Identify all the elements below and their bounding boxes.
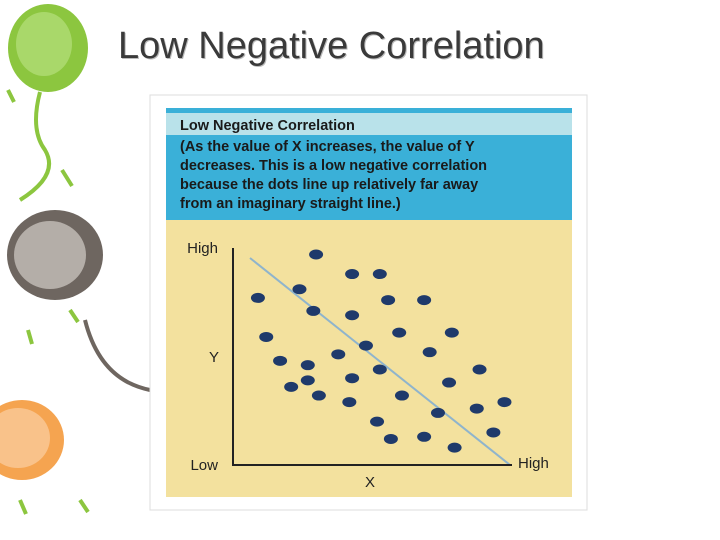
scatter-point [345,310,360,321]
scatter-point [284,381,299,392]
scatter-point [358,340,373,351]
description-line: (As the value of X increases, the value … [180,139,475,155]
trend-line [249,257,511,466]
scatter-point [259,331,274,342]
y-axis-label: Y [209,349,219,366]
scatter-point [300,360,315,371]
scatter-point [472,364,487,375]
scatter-point [422,347,437,358]
scatter-point [372,364,387,375]
scatter-point [417,431,432,442]
scatter-point [383,433,398,444]
scatter-point [394,390,409,401]
scatter-point [486,427,501,438]
scatter-point [250,292,265,303]
scatter-point [309,249,324,260]
scatter-point [300,375,315,386]
scatter-point [430,407,445,418]
slide-title: Low Negative Correlation [118,25,545,67]
plot-panel [166,220,572,497]
scatter-point [381,295,396,306]
description-line: from an imaginary straight line.) [180,196,401,212]
scatter-point [372,269,387,280]
scatter-point [447,442,462,453]
scatter-point [469,403,484,414]
scatter-point [306,305,321,316]
chart-title: Low Negative Correlation [180,118,355,134]
y-tick-label: Low [190,457,218,474]
scatter-point [442,377,457,388]
scatter-point [370,416,385,427]
description-line: decreases. This is a low negative correl… [180,158,487,174]
scatter-point [345,269,360,280]
header-strip [166,113,572,135]
x-tick-label: High [518,455,549,472]
scatter-point [342,397,357,408]
scatter-point [273,355,288,366]
scatter-point [311,390,326,401]
scatter-point [292,284,307,295]
scatter-point [331,349,346,360]
scatter-point [392,327,407,338]
description-line: because the dots line up relatively far … [180,177,478,193]
scatter-point [417,295,432,306]
decoration [0,4,151,515]
x-axis-label: X [365,474,375,491]
scatter-point [497,397,512,408]
y-tick-label: High [187,240,218,257]
scatter-point [444,327,459,338]
scatter-point [345,373,360,384]
